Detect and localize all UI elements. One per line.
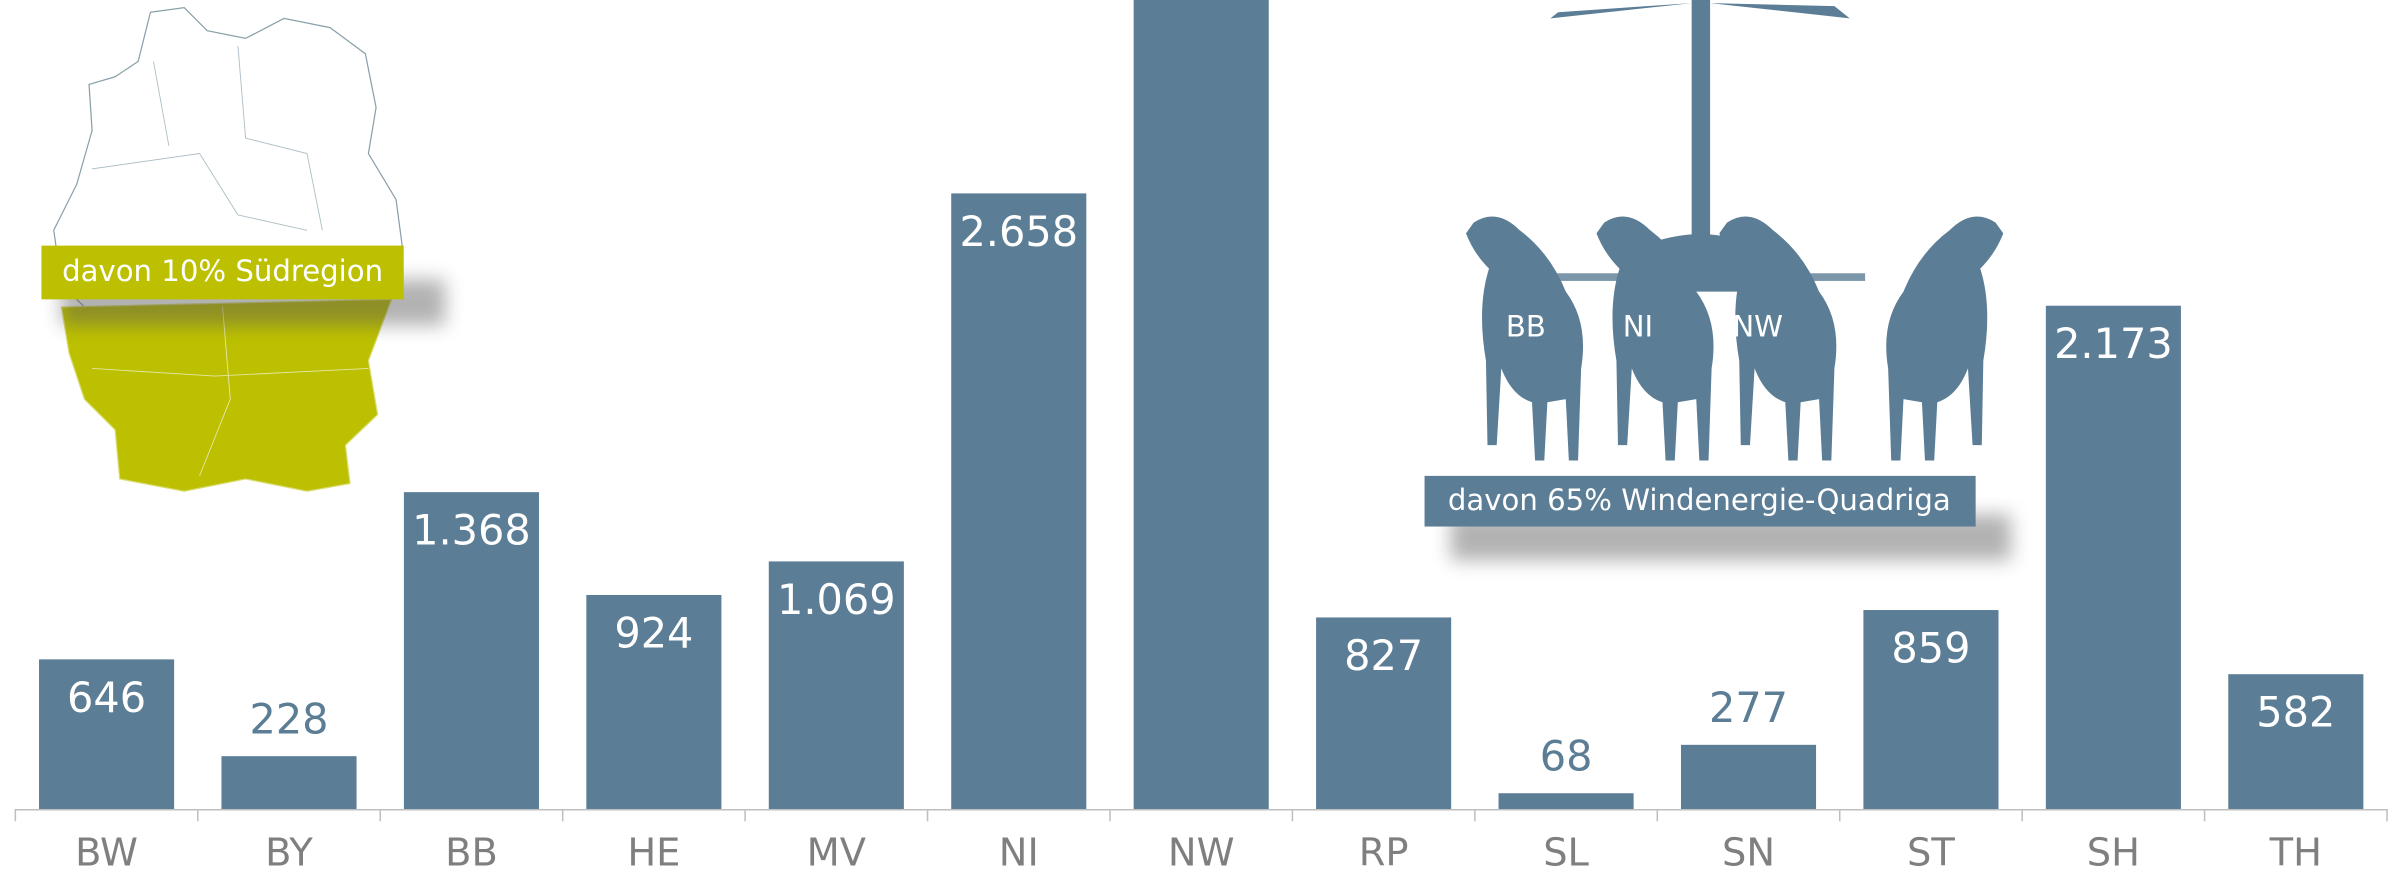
value-label: 277	[1709, 684, 1788, 732]
x-tick-label: BW	[75, 831, 138, 875]
x-tick-label: NI	[999, 831, 1039, 875]
value-label: 1.069	[777, 576, 896, 624]
value-label: 827	[1344, 632, 1423, 680]
horse-label: BB	[1506, 310, 1546, 344]
x-tick-label: BB	[445, 831, 498, 875]
value-label: 228	[249, 695, 328, 743]
bar	[39, 659, 175, 809]
bar	[1498, 793, 1634, 809]
germany-map	[53, 7, 403, 492]
x-tick-label: ST	[1907, 831, 1955, 875]
value-label: 646	[67, 674, 146, 722]
bar	[1316, 617, 1452, 809]
bar	[586, 594, 722, 809]
x-tick-label: TH	[2269, 831, 2322, 875]
bar	[1133, 0, 1269, 809]
bar	[2228, 674, 2364, 809]
annotation-box	[41, 245, 404, 300]
quadriga	[1465, 0, 2004, 461]
x-tick-label: SH	[2087, 831, 2140, 875]
x-tick-label: RP	[1359, 831, 1409, 875]
value-label: 2.173	[2054, 320, 2173, 368]
annotation: davon 10% Südregion	[62, 254, 383, 288]
value-label: 924	[614, 609, 693, 657]
horse-label: SH	[1843, 310, 1883, 344]
bar	[2045, 305, 2181, 809]
annotation-box	[1424, 475, 1976, 527]
x-tick-label: SL	[1543, 831, 1589, 875]
value-label: 582	[2256, 689, 2335, 737]
x-tick-label: BY	[265, 831, 313, 875]
x-tick-label: MV	[807, 831, 866, 875]
value-label: 2.658	[959, 208, 1078, 256]
x-tick-label: NW	[1168, 831, 1235, 875]
value-label: 68	[1540, 732, 1593, 780]
bar	[951, 193, 1087, 809]
bar	[768, 561, 904, 809]
bar	[1680, 744, 1817, 809]
x-tick-label: HE	[627, 831, 680, 875]
annotation: davon 65% Windenergie-Quadriga	[1448, 483, 1951, 517]
value-label: 859	[1891, 624, 1970, 672]
horse-label: NI	[1623, 310, 1653, 344]
value-label: 1.368	[412, 507, 531, 555]
x-tick-label: SN	[1722, 831, 1775, 875]
bar	[221, 756, 357, 809]
bar	[403, 492, 539, 809]
bar	[1863, 610, 1999, 809]
horse-label: NW	[1732, 310, 1783, 344]
